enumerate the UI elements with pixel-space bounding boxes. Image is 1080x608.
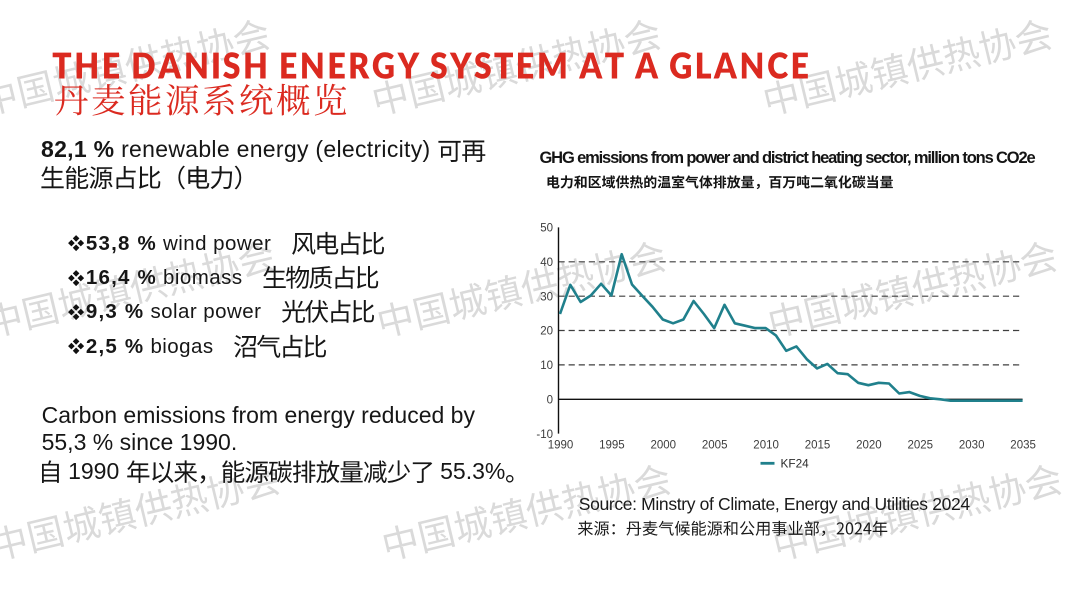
svg-text:10: 10 <box>540 360 553 372</box>
svg-text:2020: 2020 <box>856 440 882 452</box>
svg-text:30: 30 <box>540 291 553 303</box>
svg-text:-10: -10 <box>536 429 553 441</box>
svg-text:KF24: KF24 <box>781 457 810 471</box>
svg-text:2010: 2010 <box>753 440 779 452</box>
svg-text:20: 20 <box>540 326 553 338</box>
svg-text:2000: 2000 <box>651 440 677 452</box>
svg-text:2005: 2005 <box>702 440 728 452</box>
svg-text:2035: 2035 <box>1010 440 1036 452</box>
svg-text:2015: 2015 <box>805 440 831 452</box>
svg-text:0: 0 <box>547 394 553 406</box>
svg-text:40: 40 <box>540 257 553 269</box>
svg-text:1995: 1995 <box>599 440 625 452</box>
svg-text:2030: 2030 <box>959 440 985 452</box>
svg-text:50: 50 <box>540 223 553 235</box>
svg-text:2025: 2025 <box>908 440 934 452</box>
svg-text:1990: 1990 <box>548 440 574 452</box>
